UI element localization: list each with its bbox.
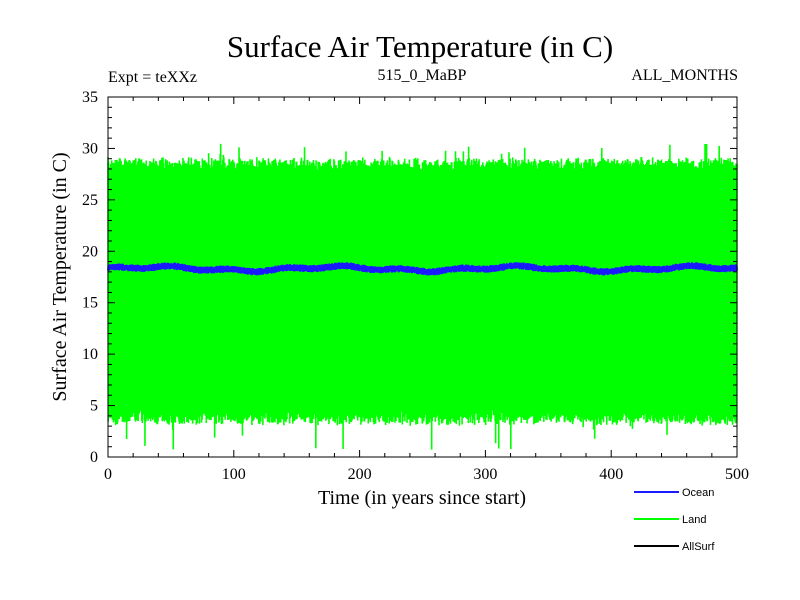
y-tick-label: 25	[82, 192, 98, 209]
experiment-label: Expt = teXXz	[108, 69, 197, 86]
axis-ticks: 0 100 200 300 400 500 0 5 10 15 20 25 30 35	[82, 89, 749, 483]
plot-area	[107, 143, 738, 450]
plot-frame	[107, 96, 738, 458]
x-tick-label: 100	[222, 466, 246, 483]
legend-label-ocean: Ocean	[682, 487, 714, 499]
x-tick-label: 0	[104, 466, 112, 483]
x-tick-label: 400	[599, 466, 623, 483]
x-tick-label: 300	[473, 466, 497, 483]
x-tick-label: 200	[348, 466, 372, 483]
y-tick-label: 35	[82, 89, 98, 106]
y-tick-label: 30	[82, 140, 98, 157]
legend-label-land: Land	[682, 514, 706, 526]
legend: Ocean Land AllSurf	[634, 487, 715, 553]
x-axis-label: Time (in years since start)	[318, 487, 526, 509]
chart-title: Surface Air Temperature (in C)	[227, 29, 613, 64]
period-label: 515_0_MaBP	[378, 67, 467, 84]
months-label: ALL_MONTHS	[631, 67, 738, 84]
y-tick-label: 5	[90, 398, 98, 415]
y-axis-label: Surface Air Temperature (in C)	[49, 152, 71, 401]
y-tick-label: 15	[82, 295, 98, 312]
y-tick-label: 10	[82, 346, 98, 363]
y-tick-label: 20	[82, 243, 98, 260]
y-tick-label: 0	[90, 449, 98, 466]
series-land	[107, 143, 738, 450]
x-tick-label: 500	[725, 466, 749, 483]
legend-label-allsurf: AllSurf	[682, 541, 715, 553]
series-ocean	[107, 262, 738, 276]
